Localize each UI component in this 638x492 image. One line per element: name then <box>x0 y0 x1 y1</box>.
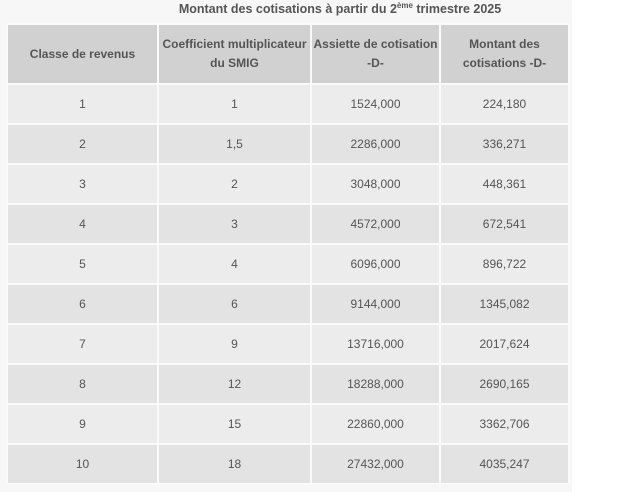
cell-classe: 4 <box>6 203 159 245</box>
table-row: 2 1,5 2286,000 336,271 <box>6 123 570 165</box>
cell-montant: 4035,247 <box>439 443 570 485</box>
cell-assiette: 4572,000 <box>310 203 441 245</box>
cell-assiette: 18288,000 <box>310 363 441 405</box>
cell-classe: 1 <box>6 83 159 125</box>
table-title: Montant des cotisations à partir du 2ème… <box>178 1 502 17</box>
cell-coefficient: 18 <box>157 443 312 485</box>
header-assiette: Assiette de cotisation -D- <box>310 23 441 85</box>
cell-montant: 2690,165 <box>439 363 570 405</box>
header-coefficient: Coefficient multiplicateur du SMIG <box>157 23 312 85</box>
cell-montant: 448,361 <box>439 163 570 205</box>
cell-coefficient: 1 <box>157 83 312 125</box>
cell-coefficient: 15 <box>157 403 312 445</box>
cell-classe: 6 <box>6 283 159 325</box>
cell-classe: 5 <box>6 243 159 285</box>
cell-classe: 10 <box>6 443 159 485</box>
table-row: 9 15 22860,000 3362,706 <box>6 403 570 445</box>
header-montant: Montant des cotisations -D- <box>439 23 570 85</box>
cell-assiette: 6096,000 <box>310 243 441 285</box>
table-row: 10 18 27432,000 4035,247 <box>6 443 570 485</box>
cell-assiette: 27432,000 <box>310 443 441 485</box>
cell-montant: 2017,624 <box>439 323 570 365</box>
cell-coefficient: 9 <box>157 323 312 365</box>
cell-montant: 672,541 <box>439 203 570 245</box>
cell-montant: 224,180 <box>439 83 570 125</box>
cell-assiette: 1524,000 <box>310 83 441 125</box>
cell-classe: 3 <box>6 163 159 205</box>
table-row: 4 3 4572,000 672,541 <box>6 203 570 245</box>
cell-coefficient: 2 <box>157 163 312 205</box>
cell-montant: 1345,082 <box>439 283 570 325</box>
table-row: 5 4 6096,000 896,722 <box>6 243 570 285</box>
cell-classe: 8 <box>6 363 159 405</box>
cell-coefficient: 4 <box>157 243 312 285</box>
cell-classe: 2 <box>6 123 159 165</box>
cell-classe: 7 <box>6 323 159 365</box>
cotisations-table: Classe de revenus Coefficient multiplica… <box>6 23 570 485</box>
cell-montant: 896,722 <box>439 243 570 285</box>
table-row: 8 12 18288,000 2690,165 <box>6 363 570 405</box>
cell-coefficient: 3 <box>157 203 312 245</box>
table-row: 7 9 13716,000 2017,624 <box>6 323 570 365</box>
cell-montant: 336,271 <box>439 123 570 165</box>
table-row: 1 1 1524,000 224,180 <box>6 83 570 125</box>
cell-classe: 9 <box>6 403 159 445</box>
cell-coefficient: 1,5 <box>157 123 312 165</box>
table-row: 3 2 3048,000 448,361 <box>6 163 570 205</box>
cell-montant: 3362,706 <box>439 403 570 445</box>
cell-assiette: 3048,000 <box>310 163 441 205</box>
table-header-row: Classe de revenus Coefficient multiplica… <box>6 23 570 85</box>
cell-assiette: 13716,000 <box>310 323 441 365</box>
cell-assiette: 9144,000 <box>310 283 441 325</box>
cell-coefficient: 12 <box>157 363 312 405</box>
header-classe: Classe de revenus <box>6 23 159 85</box>
cell-coefficient: 6 <box>157 283 312 325</box>
table-row: 6 6 9144,000 1345,082 <box>6 283 570 325</box>
cell-assiette: 22860,000 <box>310 403 441 445</box>
cell-assiette: 2286,000 <box>310 123 441 165</box>
